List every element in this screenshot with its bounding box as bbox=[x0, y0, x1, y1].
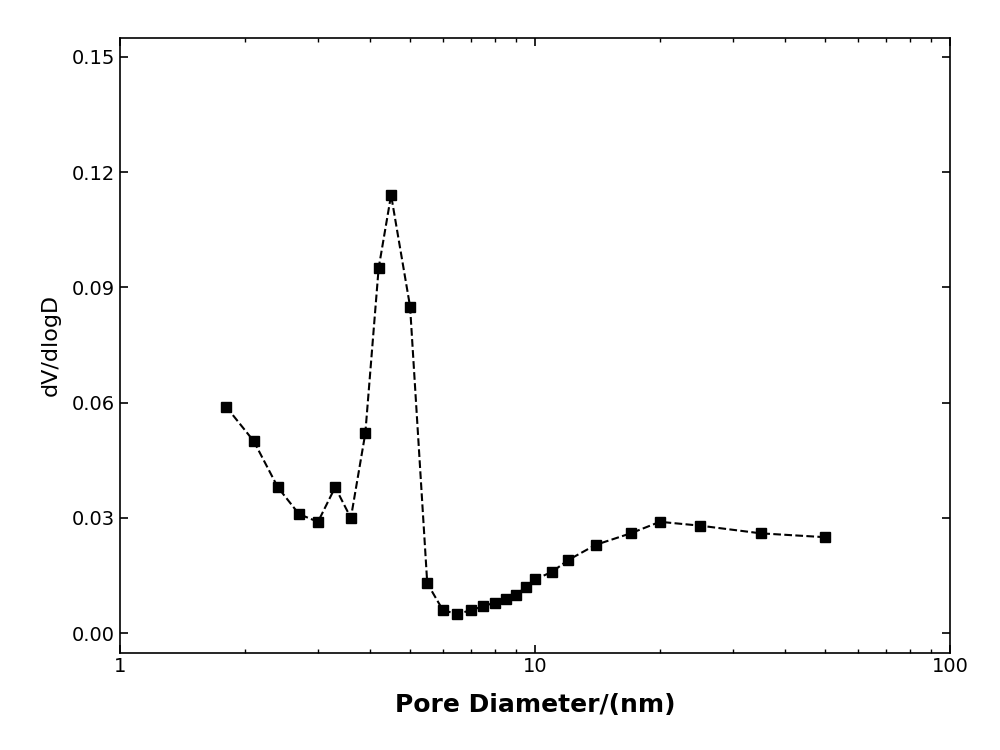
Y-axis label: dV/dlogD: dV/dlogD bbox=[41, 294, 61, 396]
X-axis label: Pore Diameter/(nm): Pore Diameter/(nm) bbox=[395, 693, 675, 717]
